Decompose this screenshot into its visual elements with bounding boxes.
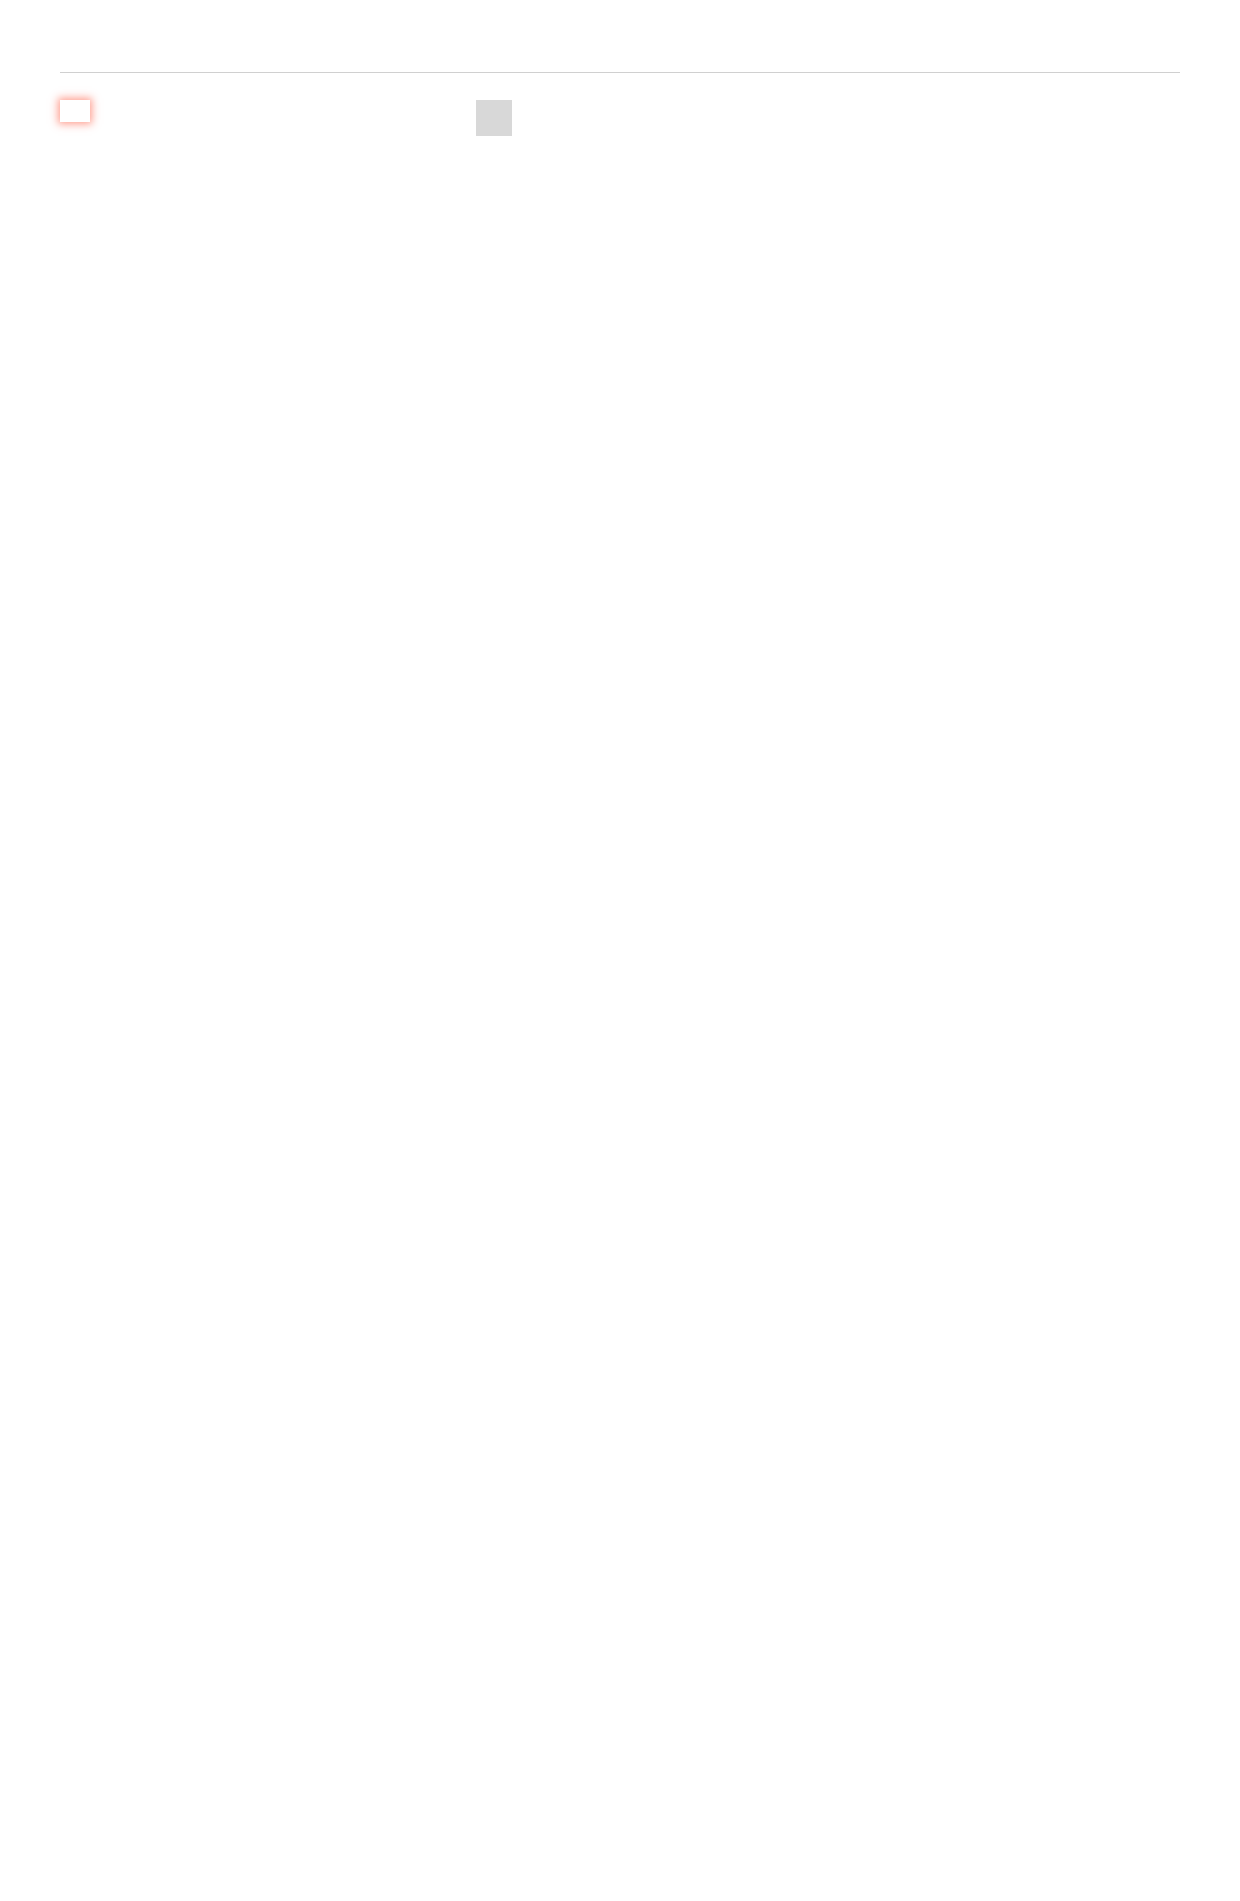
legend-russia [60, 97, 104, 136]
legend [60, 97, 1180, 136]
swatch-oil [476, 100, 512, 136]
swatch-russia [60, 100, 90, 122]
swatch-russia-nosanc [164, 100, 194, 122]
swatch-developing [372, 100, 402, 122]
legend-developing [372, 97, 416, 136]
legend-russia-nosanc [164, 97, 208, 136]
legend-oil [476, 97, 776, 136]
swatch-developed [268, 100, 298, 122]
legend-developed [268, 97, 312, 136]
combo-chart [60, 186, 360, 336]
chart-container [60, 186, 1180, 336]
divider [60, 72, 1180, 73]
